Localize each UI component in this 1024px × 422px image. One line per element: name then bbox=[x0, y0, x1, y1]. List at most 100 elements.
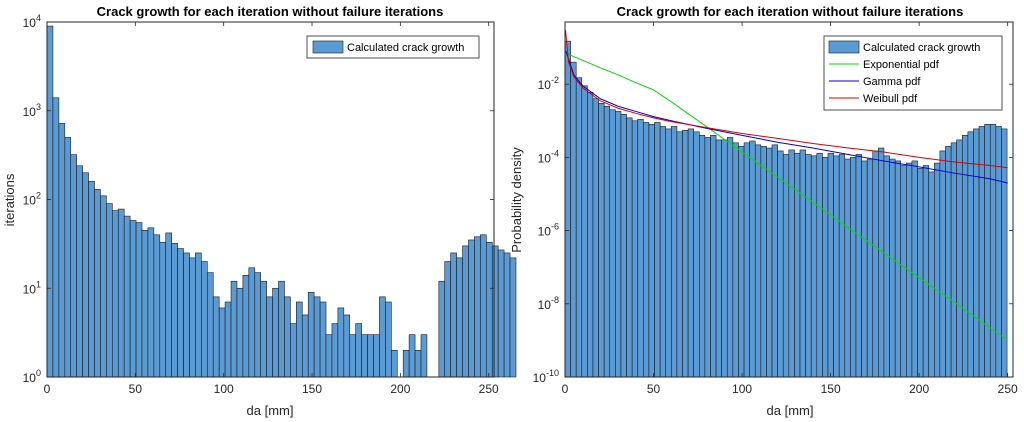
histogram-bar bbox=[206, 272, 214, 378]
histogram-bar bbox=[301, 314, 309, 378]
histogram-bar bbox=[777, 150, 784, 378]
right-x-axis-label: da [mm] bbox=[767, 403, 814, 418]
histogram-bar bbox=[838, 154, 846, 378]
left-y-axis-label: iterations bbox=[2, 173, 17, 226]
histogram-bar bbox=[939, 150, 946, 378]
histogram-bar bbox=[805, 154, 812, 378]
y-tick-label: 100 bbox=[23, 368, 41, 385]
left-chart-title: Crack growth for each iteration without … bbox=[97, 4, 444, 19]
histogram-bar bbox=[704, 137, 711, 378]
histogram-bar bbox=[224, 301, 232, 378]
histogram-bar bbox=[230, 280, 238, 378]
histogram-bar bbox=[592, 98, 599, 378]
histogram-bar bbox=[743, 142, 750, 378]
histogram-bar bbox=[106, 203, 113, 378]
histogram-bar bbox=[141, 229, 149, 378]
histogram-bar bbox=[474, 236, 481, 378]
histogram-bar bbox=[485, 241, 493, 378]
histogram-bar bbox=[754, 144, 762, 378]
y-tick-label: 10-8 bbox=[538, 295, 559, 312]
y-tick-label: 10-4 bbox=[538, 148, 559, 165]
histogram-bar bbox=[355, 323, 362, 378]
histogram-bar bbox=[782, 154, 790, 378]
histogram-bar bbox=[911, 160, 918, 378]
histogram-bar bbox=[945, 146, 952, 378]
histogram-bar bbox=[331, 323, 339, 378]
histogram-bar bbox=[961, 135, 969, 378]
x-tick-label: 150 bbox=[302, 382, 322, 396]
histogram-bar bbox=[373, 334, 380, 378]
left-axes-box bbox=[46, 21, 495, 378]
histogram-bar bbox=[648, 124, 655, 378]
right-legend-label-exponential: Exponential pdf bbox=[863, 59, 940, 71]
histogram-bar bbox=[934, 162, 941, 378]
histogram-bar bbox=[794, 152, 801, 378]
histogram-bar bbox=[822, 157, 829, 378]
histogram-bar bbox=[349, 334, 357, 378]
histogram-bar bbox=[665, 128, 672, 378]
y-tick-label: 104 bbox=[23, 13, 41, 30]
histogram-bar bbox=[889, 158, 896, 378]
y-tick-label: 101 bbox=[23, 279, 41, 296]
right-chart: 0 50 100 150 200 250 10-10 10-8 10-6 10-4 10-2 Cra… bbox=[509, 4, 1018, 418]
histogram-bar bbox=[917, 168, 924, 378]
histogram-bar bbox=[153, 234, 161, 378]
histogram-bar bbox=[771, 144, 778, 378]
x-tick-label: 250 bbox=[998, 382, 1018, 396]
right-legend-label-bars: Calculated crack growth bbox=[863, 42, 980, 54]
histogram-bar bbox=[989, 124, 997, 378]
histogram-bar bbox=[659, 126, 667, 378]
left-legend-box bbox=[306, 35, 480, 59]
histogram-bar bbox=[343, 314, 351, 378]
histogram-bar bbox=[827, 152, 834, 378]
histogram-bar bbox=[456, 257, 463, 378]
histogram-bar bbox=[123, 215, 131, 378]
histogram-bar bbox=[676, 131, 683, 378]
histogram-bar bbox=[693, 131, 700, 378]
histogram-bar bbox=[760, 146, 767, 378]
histogram-bar bbox=[420, 334, 428, 378]
histogram-bar bbox=[218, 307, 226, 378]
left-bars bbox=[46, 25, 517, 378]
left-legend-label: Calculated crack growth bbox=[347, 42, 464, 54]
histogram-bar bbox=[609, 109, 616, 378]
histogram-bar bbox=[603, 105, 611, 378]
histogram-bar bbox=[833, 155, 840, 378]
histogram-bar bbox=[100, 195, 107, 378]
right-legend-label-weibull: Weibull pdf bbox=[863, 93, 918, 105]
histogram-bar bbox=[248, 267, 256, 378]
histogram-bar bbox=[654, 122, 661, 378]
y-tick-label: 102 bbox=[23, 191, 41, 208]
histogram-bar bbox=[319, 301, 327, 378]
histogram-bar bbox=[183, 252, 190, 378]
histogram-bar bbox=[337, 307, 345, 378]
histogram-bar bbox=[575, 77, 583, 378]
histogram-bar bbox=[402, 349, 410, 378]
histogram-bar bbox=[325, 334, 333, 378]
histogram-bar bbox=[82, 172, 89, 378]
histogram-bar bbox=[70, 154, 77, 378]
histogram-bar bbox=[159, 241, 167, 378]
histogram-bar bbox=[88, 181, 95, 378]
y-tick-label: 10-2 bbox=[538, 75, 559, 92]
x-tick-label: 100 bbox=[214, 382, 234, 396]
histogram-bar bbox=[165, 232, 172, 378]
right-legend: Calculated crack growth Exponential pdf … bbox=[823, 35, 1003, 111]
histogram-bar bbox=[408, 334, 416, 378]
x-tick-label: 200 bbox=[909, 382, 929, 396]
x-tick-label: 150 bbox=[821, 382, 841, 396]
right-legend-label-gamma: Gamma pdf bbox=[863, 76, 921, 88]
left-x-axis-label: da [mm] bbox=[247, 403, 294, 418]
histogram-bar bbox=[509, 257, 517, 378]
histogram-bar bbox=[266, 296, 273, 378]
histogram-bar bbox=[866, 158, 874, 378]
histogram-bar bbox=[788, 149, 795, 378]
histogram-bar bbox=[260, 280, 267, 378]
histogram-bar bbox=[76, 165, 83, 378]
histogram-bar bbox=[715, 139, 722, 378]
histogram-bar bbox=[284, 296, 291, 378]
histogram-bar bbox=[414, 349, 422, 378]
histogram-bar bbox=[637, 118, 644, 378]
histogram-bar bbox=[313, 296, 321, 378]
histogram-bar bbox=[620, 114, 627, 378]
